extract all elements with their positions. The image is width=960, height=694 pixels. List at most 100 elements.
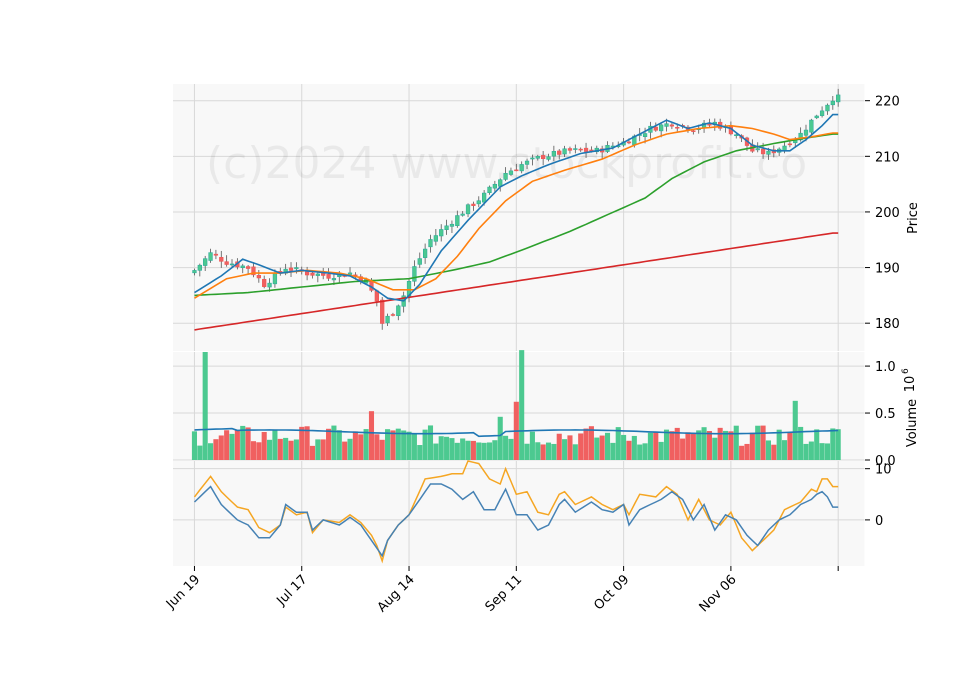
volume-bar [363,429,369,460]
volume-bar [642,443,648,460]
candle-body [541,155,546,160]
volume-bar [492,440,498,460]
volume-bar [658,441,664,460]
volume-bar [299,426,305,460]
candle-body [267,282,272,288]
volume-bar [240,425,246,460]
volume-bar [712,437,718,460]
candle-body [428,239,433,248]
volume-bar [583,428,589,460]
candle-body [471,203,476,206]
candle-body [487,186,492,193]
osc-tick-label: 10 [875,463,892,478]
svg-text:10: 10 [903,376,918,393]
volume-bar [202,352,208,460]
volume-bar [808,441,814,460]
candle-body [326,273,331,279]
volume-bar [819,443,825,460]
candle-body [492,183,497,189]
volume-bar [401,430,407,460]
volume-bar [433,443,439,460]
candle-body [412,266,417,282]
x-tick-label: Oct 09 [591,572,632,613]
volume-bar [486,442,493,460]
candle-body [787,143,793,146]
volume-bar [197,445,203,460]
volume-bar [444,436,450,460]
volume-bar [309,445,316,460]
panel-osc [173,461,865,566]
volume-bar [765,440,771,460]
candle-body [836,94,841,103]
volume-bar [481,442,487,460]
volume-bar [835,429,841,460]
volume-bar [497,416,503,460]
candle-body [224,261,229,265]
candlestick-series [192,88,841,330]
volume-bar [326,428,332,460]
volume-bar [739,445,745,460]
volume-bar [669,431,675,460]
volume-bar [733,425,739,460]
price-tick-label: 210 [875,150,900,165]
oscillator-line-a [193,460,839,564]
volume-bar [465,440,471,460]
volume-bar [535,442,541,460]
volume-bar [315,439,321,460]
volume-bar [395,428,401,460]
volume-bar [352,431,358,460]
price-axis-label: Price [906,202,921,234]
oscillator-line-b [193,483,839,558]
volume-bar [626,440,632,460]
volume-bar [680,438,686,460]
volume-bar [503,435,509,460]
price-tick-label: 220 [875,95,900,110]
volume-bar [706,431,712,460]
volume-bar [621,434,627,460]
candle-body [396,305,401,317]
price-tick-label: 190 [875,262,900,277]
candle-body [439,229,444,237]
candle-body [766,150,771,155]
volume-bar [647,432,653,460]
volume-bar [422,429,428,460]
volume-bar [685,432,691,460]
ma-short-line [194,113,839,302]
volume-bar [245,427,251,460]
candle-body [583,147,589,152]
candle-body [288,267,294,271]
candle-body [476,200,481,205]
candle-body [331,278,337,281]
volume-bar [508,438,514,460]
candle-body [819,110,825,116]
volume-bar [224,430,230,460]
candle-body [653,126,658,131]
candle-body [562,148,567,155]
volume-bar [385,429,391,460]
volume-bar [567,435,573,460]
volume-tick-label: 0.0 [875,454,896,469]
volume-bar [438,436,444,460]
candle-body [626,141,632,144]
volume-bar [701,427,707,460]
volume-bar [358,434,364,460]
candle-body [809,119,814,133]
candle-body [551,151,556,157]
volume-bar [234,429,240,460]
candle-body [642,133,648,137]
volume-bar [368,411,375,460]
candle-body [830,100,835,106]
candle-body [691,130,696,132]
candle-body [760,148,766,155]
volume-bar [728,431,734,460]
candle-body [310,272,315,276]
volume-bar [411,433,417,460]
candle-body [385,315,390,324]
candle-body [192,270,197,274]
volume-bar [744,443,750,460]
panel-price [173,84,865,351]
volume-bar [599,435,605,460]
panel-vol [173,352,865,460]
candle-body [245,266,251,269]
